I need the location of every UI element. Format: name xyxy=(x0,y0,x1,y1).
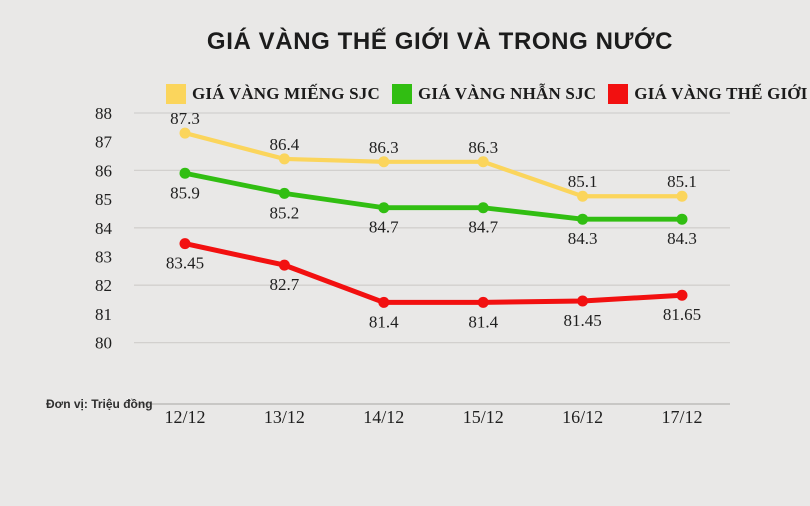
data-point xyxy=(477,202,489,214)
y-tick-83: 83 xyxy=(95,248,112,267)
data-point-label: 85.1 xyxy=(568,172,598,191)
y-tick-81: 81 xyxy=(95,305,112,324)
data-point-label: 81.65 xyxy=(663,305,701,324)
chart-title: GIÁ VÀNG THẾ GIỚI VÀ TRONG NƯỚC xyxy=(206,28,674,55)
x-tick-12-12: 12/12 xyxy=(164,407,205,427)
y-tick-86: 86 xyxy=(95,161,112,180)
data-point xyxy=(477,156,489,168)
legend-swatch-icon xyxy=(391,84,412,104)
data-point-label: 81.4 xyxy=(369,312,399,331)
legend-item-2: GIÁ VÀNG NHẪN SJC xyxy=(391,84,597,104)
legend-swatch-icon xyxy=(608,84,629,104)
legend-item-1: GIÁ VÀNG MIẾNG SJC xyxy=(166,84,380,104)
series-line-1 xyxy=(182,130,685,199)
data-point-label: 87.3 xyxy=(170,109,200,128)
x-tick-17-12: 17/12 xyxy=(661,407,702,427)
data-point xyxy=(477,296,489,308)
data-point-label: 84.3 xyxy=(568,229,598,248)
chart-legend: GIÁ VÀNG MIẾNG SJC GIÁ VÀNG NHẪN SJC GIÁ V… xyxy=(166,84,808,104)
series-line-3 xyxy=(182,241,685,305)
data-point xyxy=(278,259,290,271)
data-point xyxy=(278,187,290,199)
data-point xyxy=(179,167,191,179)
data-point-label: 81.4 xyxy=(468,312,498,331)
data-point xyxy=(676,289,688,301)
unit-label: Đơn vị: Triệu đồng xyxy=(46,397,153,411)
data-point-label: 86.4 xyxy=(270,135,300,154)
legend-swatch-icon xyxy=(166,84,186,104)
y-tick-82: 82 xyxy=(95,276,112,295)
y-tick-85: 85 xyxy=(95,190,112,209)
data-point-label: 84.7 xyxy=(369,218,399,237)
y-tick-88: 88 xyxy=(95,104,112,123)
legend-label: GIÁ VÀNG MIẾNG SJC xyxy=(192,84,380,103)
data-point-label: 81.45 xyxy=(563,311,601,330)
data-point-label: 85.1 xyxy=(667,172,697,191)
data-point xyxy=(676,213,688,225)
data-point-label: 85.9 xyxy=(170,183,200,202)
data-point-label: 85.2 xyxy=(270,203,300,222)
y-tick-84: 84 xyxy=(95,219,113,238)
data-point xyxy=(577,190,589,202)
data-point-label: 86.3 xyxy=(468,138,498,157)
legend-item-3: GIÁ VÀNG THẾ GIỚI xyxy=(608,84,807,104)
x-tick-14-12: 14/12 xyxy=(363,407,404,427)
x-tick-16-12: 16/12 xyxy=(562,407,603,427)
data-point-label: 82.7 xyxy=(270,275,300,294)
data-point xyxy=(179,238,191,250)
data-point xyxy=(278,153,290,165)
y-tick-87: 87 xyxy=(95,133,113,152)
data-point-label: 84.3 xyxy=(667,229,697,248)
data-point xyxy=(179,127,191,139)
data-point xyxy=(676,190,688,202)
data-point xyxy=(378,156,390,168)
data-point xyxy=(577,295,589,307)
data-point xyxy=(577,213,589,225)
series-line-2 xyxy=(182,170,685,222)
y-tick-80: 80 xyxy=(95,334,112,353)
data-point xyxy=(378,202,390,214)
data-point-label: 86.3 xyxy=(369,138,399,157)
x-tick-13-12: 13/12 xyxy=(264,407,305,427)
legend-label: GIÁ VÀNG NHẪN SJC xyxy=(417,84,597,103)
data-point xyxy=(378,296,390,308)
data-point-label: 84.7 xyxy=(468,218,498,237)
data-point-label: 83.45 xyxy=(166,254,204,273)
legend-label: GIÁ VÀNG THẾ GIỚI xyxy=(634,84,808,103)
x-tick-15-12: 15/12 xyxy=(463,407,504,427)
